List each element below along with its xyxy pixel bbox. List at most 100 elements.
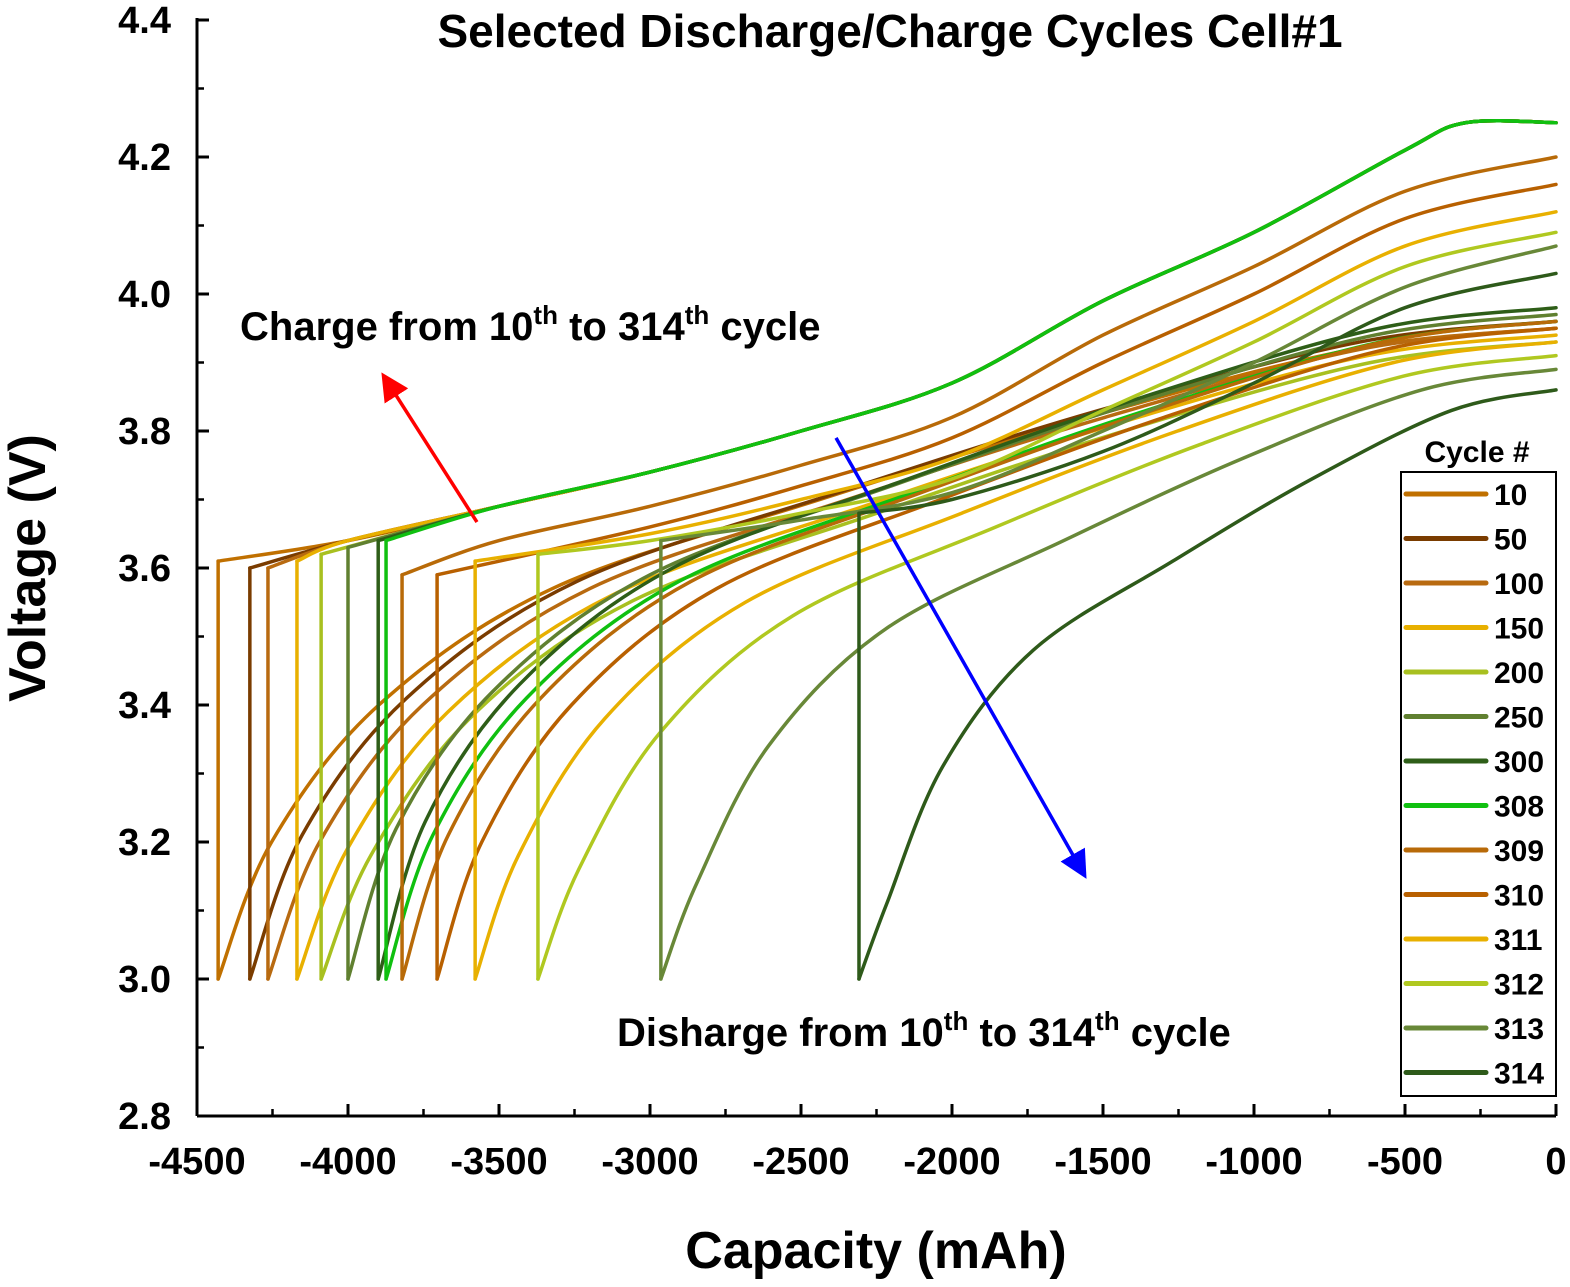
charge-annotation: Charge from 10th to 314th cycle	[240, 300, 820, 349]
series-cycle-312	[536, 230, 1558, 981]
legend-label: 311	[1494, 924, 1542, 957]
legend-label: 10	[1494, 479, 1527, 512]
discharge-curve	[384, 319, 1558, 981]
discharge-curve	[659, 367, 1558, 981]
series-cycle-313	[659, 244, 1558, 981]
discharge-curve	[400, 319, 1558, 981]
x-tick-label: -4000	[299, 1141, 396, 1183]
legend-item-311: 311	[1403, 924, 1542, 957]
y-tick-label: 4.2	[118, 137, 171, 179]
legend-item-250: 250	[1403, 702, 1544, 735]
discharge-curve	[435, 326, 1558, 981]
x-axis-title: Capacity (mAh)	[685, 1222, 1066, 1280]
charge-curve	[536, 230, 1558, 557]
y-tick-label: 4.0	[118, 274, 171, 316]
series-cycle-150	[295, 118, 1558, 981]
discharge-curve	[376, 305, 1558, 981]
y-axis-title: Voltage (V)	[0, 434, 57, 702]
charge-curve	[659, 244, 1558, 543]
y-tick-label: 3.0	[118, 959, 171, 1001]
legend-item-310: 310	[1403, 880, 1544, 913]
legend-label: 200	[1494, 657, 1544, 690]
axes: -4500 -4000 -3500 -3000 -2500 -2000 -1500 -1000…	[118, 0, 1566, 1183]
discharge-curve	[346, 312, 1558, 981]
legend-label: 314	[1494, 1058, 1544, 1091]
charge-curve	[376, 118, 1558, 543]
x-tick-label: 0	[1545, 1141, 1566, 1183]
legend-label: 100	[1494, 568, 1544, 601]
y-tick-label: 4.4	[118, 0, 171, 42]
x-tick-label: -3000	[601, 1141, 698, 1183]
legend-label: 310	[1494, 880, 1544, 913]
discharge-curve	[536, 353, 1558, 981]
legend-item-313: 313	[1403, 1013, 1544, 1046]
charge-curve	[435, 182, 1558, 577]
charge-curve	[473, 210, 1558, 563]
legend-label: 250	[1494, 702, 1544, 735]
x-tick-label: -500	[1367, 1141, 1443, 1183]
legend-item-200: 200	[1403, 657, 1544, 690]
charge-annotation-sup2: th	[685, 300, 710, 330]
series-layer	[216, 118, 1558, 981]
legend-item-309: 309	[1403, 835, 1544, 868]
charge-annotation-pre: Charge from 10	[240, 305, 533, 349]
legend-item-150: 150	[1403, 613, 1544, 646]
series-cycle-250	[346, 118, 1558, 981]
discharge-curve	[473, 340, 1558, 981]
discharge-annotation-sup2: th	[1095, 1006, 1120, 1036]
discharge-curve	[319, 340, 1558, 981]
discharge-curve	[248, 319, 1558, 981]
discharge-curve	[216, 326, 1558, 981]
charge-curve	[400, 155, 1558, 577]
legend-item-50: 50	[1403, 524, 1527, 557]
series-cycle-309	[400, 155, 1558, 981]
discharge-curve	[857, 388, 1558, 981]
series-cycle-310	[435, 182, 1558, 981]
legend-item-10: 10	[1403, 479, 1527, 512]
series-cycle-311	[473, 210, 1558, 981]
legend-item-300: 300	[1403, 746, 1544, 779]
y-tick-label: 3.4	[118, 685, 171, 727]
discharge-annotation-pre: Disharge from 10	[617, 1011, 944, 1055]
chart-title: Selected Discharge/Charge Cycles Cell#1	[437, 5, 1342, 57]
legend-title: Cycle #	[1424, 436, 1529, 469]
charge-curve	[384, 118, 1558, 543]
legend-label: 312	[1494, 969, 1544, 1002]
legend-item-314: 314	[1403, 1058, 1544, 1091]
y-tick-label: 3.8	[118, 411, 171, 453]
x-tick-label: -3500	[450, 1141, 547, 1183]
discharge-curve	[295, 333, 1558, 981]
y-tick-label: 2.8	[118, 1096, 171, 1138]
discharge-annotation-mid: to 314	[968, 1011, 1095, 1055]
legend-item-312: 312	[1403, 969, 1544, 1002]
discharge-arrow	[834, 436, 1087, 879]
legend-label: 300	[1494, 746, 1544, 779]
legend-label: 309	[1494, 835, 1544, 868]
x-tick-label: -4500	[148, 1141, 245, 1183]
charge-annotation-mid: to 314	[558, 305, 685, 349]
legend-item-100: 100	[1403, 568, 1544, 601]
discharge-annotation-post: cycle	[1120, 1011, 1231, 1055]
x-tick-label: -2500	[752, 1141, 849, 1183]
charge-annotation-sup1: th	[533, 300, 558, 330]
series-cycle-100	[266, 118, 1558, 981]
x-tick-label: -2000	[903, 1141, 1000, 1183]
series-cycle-10	[216, 118, 1558, 981]
legend-label: 150	[1494, 613, 1544, 646]
charge-annotation-post: cycle	[709, 305, 820, 349]
legend-item-308: 308	[1403, 791, 1544, 824]
series-cycle-50	[248, 118, 1558, 981]
discharge-annotation: Disharge from 10th to 314th cycle	[617, 1006, 1231, 1055]
charge-arrow	[381, 372, 479, 524]
legend-label: 50	[1494, 524, 1527, 557]
charge-curve	[857, 271, 1558, 515]
x-tick-label: -1000	[1205, 1141, 1302, 1183]
legend-label: 308	[1494, 791, 1544, 824]
x-tick-label: -1500	[1054, 1141, 1151, 1183]
legend-box	[1400, 471, 1557, 1097]
y-tick-label: 3.6	[118, 548, 171, 590]
series-cycle-314	[857, 271, 1558, 981]
legend-label: 313	[1494, 1013, 1544, 1046]
y-tick-label: 3.2	[118, 822, 171, 864]
